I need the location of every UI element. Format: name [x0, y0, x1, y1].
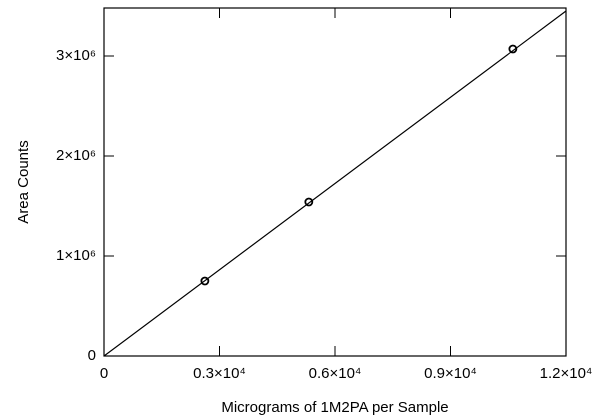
x-tick-label: 0.3×10⁴	[193, 365, 246, 382]
fit-line	[103, 10, 567, 357]
x-tick-label: 0.6×10⁴	[309, 365, 362, 382]
y-axis-title: Area Counts	[15, 140, 32, 223]
y-tick-label: 1×10⁶	[56, 247, 96, 264]
x-tick-label: 0.9×10⁴	[424, 365, 477, 382]
x-tick-label: 1.2×10⁴	[540, 365, 593, 382]
y-tick-label: 3×10⁶	[56, 47, 96, 64]
data-point	[200, 276, 210, 286]
x-tick-label: 0	[100, 365, 108, 382]
x-axis-title: Micrograms of 1M2PA per Sample	[221, 399, 448, 416]
y-tick-label: 2×10⁶	[56, 147, 96, 164]
data-point	[304, 197, 314, 207]
y-tick-label: 0	[88, 347, 96, 364]
data-point	[508, 44, 518, 54]
